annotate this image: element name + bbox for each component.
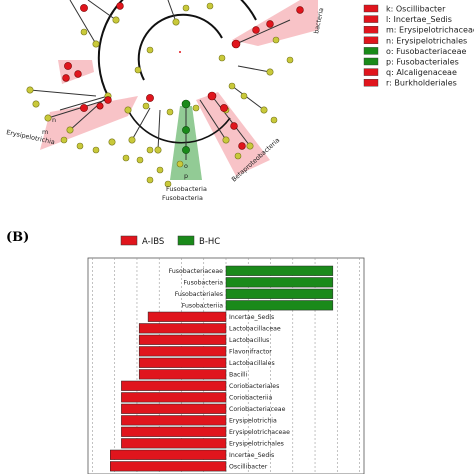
bar-flavonifractor — [138, 346, 227, 357]
bar-label: Lactobacillus — [229, 337, 269, 344]
bar-erysipelotrichia — [121, 415, 227, 426]
bar-fusobacteriales — [225, 288, 334, 299]
bar-label: Fusobacteriales — [175, 291, 223, 298]
bar-label: Lactobacillales — [229, 360, 275, 367]
key-swatch — [363, 57, 379, 66]
bar-label: Erysipelotrichaceae — [229, 429, 290, 436]
bar-fusobacteriaceae — [225, 265, 334, 276]
chart-bar-labels: Fusobacteriaceae Fusobacteria Fusobacteria… — [169, 268, 290, 471]
bar-label: Flavonifractor — [229, 349, 272, 356]
key-swatch — [363, 78, 379, 87]
clade-highlights — [40, 0, 318, 180]
key-swatch — [363, 47, 379, 55]
key-swatch — [363, 4, 379, 13]
bar-label: Coriobacteriales — [229, 383, 279, 390]
legend-label-b-hc: B-HC — [199, 237, 220, 247]
clade-letter-o: o — [184, 162, 188, 170]
legend-swatch-a-ibs — [120, 235, 138, 246]
highlight-betaproteobacteria — [196, 92, 270, 176]
bar-coriobacteriaceae — [121, 403, 227, 414]
bar-label: Incertae_Sedis — [229, 452, 274, 459]
panel-b-label: (B) — [6, 230, 29, 245]
bar-erysipelotrichales — [121, 438, 227, 449]
clade-letter-p: p — [184, 172, 188, 180]
chart-legend: A-IBS B-HC — [120, 235, 220, 247]
cladogram-nodes — [26, 2, 294, 188]
key-label: p: Fusobacteriales — [386, 58, 459, 67]
legend-swatch-b-hc — [177, 235, 195, 246]
bar-label: Erysipelotrichales — [229, 441, 284, 448]
highlight-bacteria — [232, 0, 318, 46]
bar-fusobacteria — [225, 277, 334, 288]
bar-coriobacteriales — [121, 380, 227, 391]
legend-label-a-ibs: A-IBS — [142, 237, 164, 247]
bar-incertae-sedis — [110, 449, 227, 460]
clade-label-fusobacteria-2: Fusobacteria — [162, 194, 203, 202]
cladogram-nodes-red — [62, 2, 304, 150]
bar-oscillibacter — [110, 461, 227, 472]
key-label: k: Oscillibacter — [386, 5, 446, 14]
clade-letter-m: m — [42, 128, 48, 136]
bar-label: Fusobacteriaceae — [169, 268, 224, 275]
bar-label: Fusobacteria — [183, 280, 223, 287]
highlight-erysipelotrichia — [40, 96, 138, 150]
bar-label: Erysipelotrichia — [229, 418, 277, 425]
bar-label: Lactobacillaceae — [229, 326, 281, 333]
bar-coriobacteriia — [121, 392, 227, 403]
bar-label: Bacilli — [229, 372, 248, 379]
key-label: l: Incertae_Sedis — [386, 15, 452, 24]
bar-incertae-sedis — [147, 311, 227, 322]
chart-bars — [110, 265, 334, 472]
bar-label: Coriobacteriaceae — [229, 406, 286, 413]
bar-label: Oscillibacter — [229, 464, 268, 471]
bar-label: Coriobacteriia — [229, 395, 272, 402]
bar-bacilli — [138, 369, 227, 380]
bar-label: Fusobacteriia — [182, 303, 223, 310]
clade-letter-n: n — [52, 116, 56, 124]
key-label: m: Erysipelotrichaceae — [386, 26, 474, 35]
bar-erysipelotrichaceae — [121, 426, 227, 437]
bar-fusobacteriia — [225, 300, 334, 311]
key-swatch — [363, 36, 379, 44]
bar-label: Incertae_Sedis — [229, 314, 274, 321]
cladogram-center — [179, 51, 181, 53]
bar-lactobacillales — [138, 357, 227, 368]
key-label: q: Alcaligenaceae — [386, 68, 457, 77]
key-label: o: Fusobacteriaceae — [386, 47, 467, 56]
cladogram-panel: bacteria Erysipelotrichia Betaproteobact… — [6, 0, 474, 202]
key-swatch — [363, 68, 379, 76]
cladogram-nodes-green — [181, 99, 191, 154]
key-label: r: Burkholderiales — [386, 79, 457, 88]
key-swatch — [363, 26, 379, 34]
key-swatch — [363, 15, 379, 23]
clade-label-fusobacteria-1: Fusobacteria — [166, 185, 207, 193]
key-label: n: Erysipelotrichales — [386, 36, 467, 45]
bar-lactobacillaceae — [138, 323, 227, 334]
bar-lactobacillus — [138, 334, 227, 345]
